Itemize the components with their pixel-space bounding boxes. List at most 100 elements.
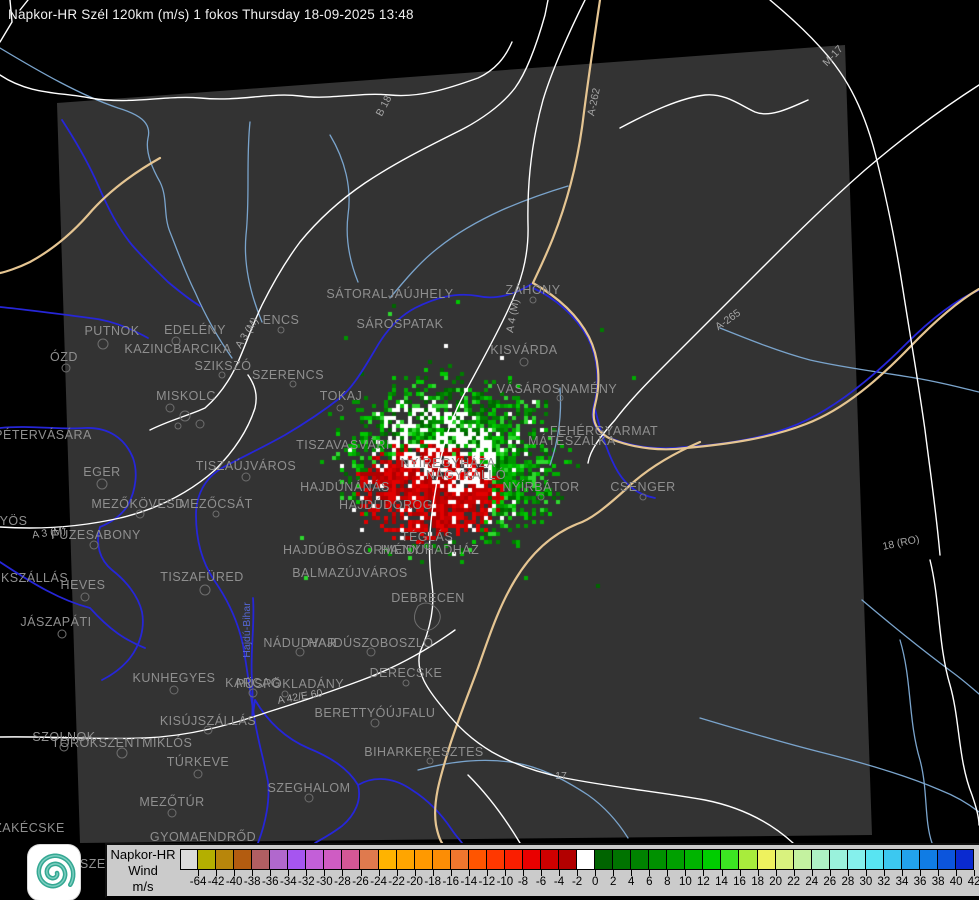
city-label: TÖRÖKSZENTMIKLÓS (51, 736, 193, 750)
city-label: BERETTYÓÚJFALU (314, 706, 436, 720)
legend-tick (414, 870, 416, 876)
legend-swatch (649, 849, 668, 870)
legend-tick-label: 14 (715, 876, 728, 888)
legend-swatch (558, 849, 578, 870)
legend-tick-label: 40 (949, 876, 963, 888)
city-label: GYÖNGYÖS (0, 514, 28, 528)
city-label: PÉTERVÁSÁRA (0, 428, 92, 442)
legend-swatch (685, 849, 704, 870)
city-label: FÜZESABONY (51, 528, 141, 542)
city-label: HAJDÚNÁNÁS (300, 480, 390, 494)
legend-tick (216, 870, 218, 876)
legend-tick (703, 870, 705, 876)
city-label: PÜSPÖKLADÁNY (235, 677, 345, 691)
city-label: BIHARKERESZTES (364, 745, 484, 759)
legend-product-label: Napkor-HR (110, 847, 176, 862)
legend-tick-label: 0 (591, 876, 599, 888)
legend-swatch (198, 849, 217, 870)
legend-tick (829, 870, 831, 876)
city-label: KUNHEGYES (132, 671, 216, 685)
legend-tick (324, 870, 326, 876)
city-label: VÁSÁROSNAMÉNY (496, 382, 618, 396)
legend-tick (234, 870, 236, 876)
legend-swatch (865, 849, 884, 870)
legend-tick (288, 870, 290, 876)
legend-swatch (721, 849, 740, 870)
legend-tick-label: 12 (697, 876, 710, 888)
legend-tick (306, 870, 308, 876)
city-label: TÉGLÁS (400, 530, 454, 544)
city-label: JÁSZÁROKSZÁLLÁS (0, 571, 69, 585)
city-label: TISZAFÜRED (160, 570, 244, 584)
legend-swatch (739, 849, 758, 870)
legend-tick (541, 870, 542, 876)
city-label: KISVÁRDA (490, 343, 558, 357)
legend-tick (757, 870, 759, 876)
legend-tick (667, 870, 669, 876)
legend-tick-label: -42 (207, 876, 225, 888)
legend-tick-label: -40 (225, 876, 243, 888)
legend-tick-label: -2 (571, 876, 583, 888)
legend-tick (504, 870, 506, 876)
legend-tick-label: -22 (388, 876, 405, 888)
legend-tick-label: -20 (406, 876, 423, 888)
legend-tick-label: -18 (424, 876, 441, 888)
legend-tick-label: 4 (628, 876, 635, 888)
city-label: FEHÉRGYARMAT (549, 424, 659, 438)
border-paths (0, 0, 979, 845)
road-label: M-17 (820, 43, 846, 69)
legend-swatch (288, 849, 307, 870)
legend-tick (396, 870, 398, 876)
legend-tick (883, 870, 885, 876)
legend-tick (360, 870, 362, 876)
city-label: MEZŐTÚR (139, 795, 205, 809)
legend-tick-label: -64 (189, 876, 207, 888)
legend-swatch (252, 849, 271, 870)
legend-tick-label: 10 (678, 876, 692, 888)
legend-tick (342, 870, 344, 876)
legend-tick-label: -36 (261, 876, 279, 888)
legend-tick-label: 38 (931, 876, 945, 888)
city-label: HEVES (60, 578, 106, 592)
legend-tick-label: 28 (841, 876, 855, 888)
legend-swatch (414, 849, 433, 870)
road-paths (0, 0, 979, 844)
legend-tick-label: -6 (535, 876, 547, 888)
app-logo (28, 845, 80, 900)
legend-swatch (306, 849, 325, 870)
legend-tick (793, 870, 795, 876)
legend-swatch (901, 849, 920, 870)
legend-swatch (631, 849, 650, 870)
legend-swatch (793, 849, 812, 870)
legend-tick-label: 8 (664, 876, 671, 888)
legend-swatch (216, 849, 235, 870)
city-label: TÚRKEVE (166, 755, 230, 769)
legend-swatch (360, 849, 379, 870)
city-label: PUTNOK (84, 324, 140, 338)
legend-tick-label: -14 (460, 876, 478, 888)
legend-tick-label: -4 (553, 876, 565, 888)
legend-tick (775, 870, 777, 876)
legend-swatch (270, 849, 289, 870)
city-label: BALMAZÚJVÁROS (292, 566, 408, 580)
legend-tick-label: -12 (478, 876, 496, 888)
legend-tick-label: 6 (646, 876, 653, 888)
legend-tick-label: 26 (823, 876, 837, 888)
legend-swatch (829, 849, 848, 870)
legend-tick (559, 870, 561, 876)
city-label: TOKAJ (319, 389, 363, 403)
city-label: SZOLNOK (32, 730, 96, 744)
city-label: HAJDÚSZOBOSZLÓ (308, 636, 434, 650)
city-label: KISÚJSZÁLLÁS (159, 714, 257, 728)
city-label: EGER (83, 465, 121, 479)
city-label: HAJDÚHADHÁZ (380, 543, 480, 557)
city-label: DEBRECEN (391, 591, 465, 605)
legend-tick (739, 870, 741, 876)
city-label: SZEGHALOM (267, 781, 351, 795)
legend-parameter-label: Wind (128, 863, 158, 878)
road-label: A 4 (M) (504, 298, 522, 334)
legend-tick (974, 870, 976, 876)
city-label: SÁTORALJAÚJHELY (326, 287, 454, 301)
city-label: KARCAG (225, 676, 281, 690)
legend-unit-label: m/s (132, 879, 154, 894)
